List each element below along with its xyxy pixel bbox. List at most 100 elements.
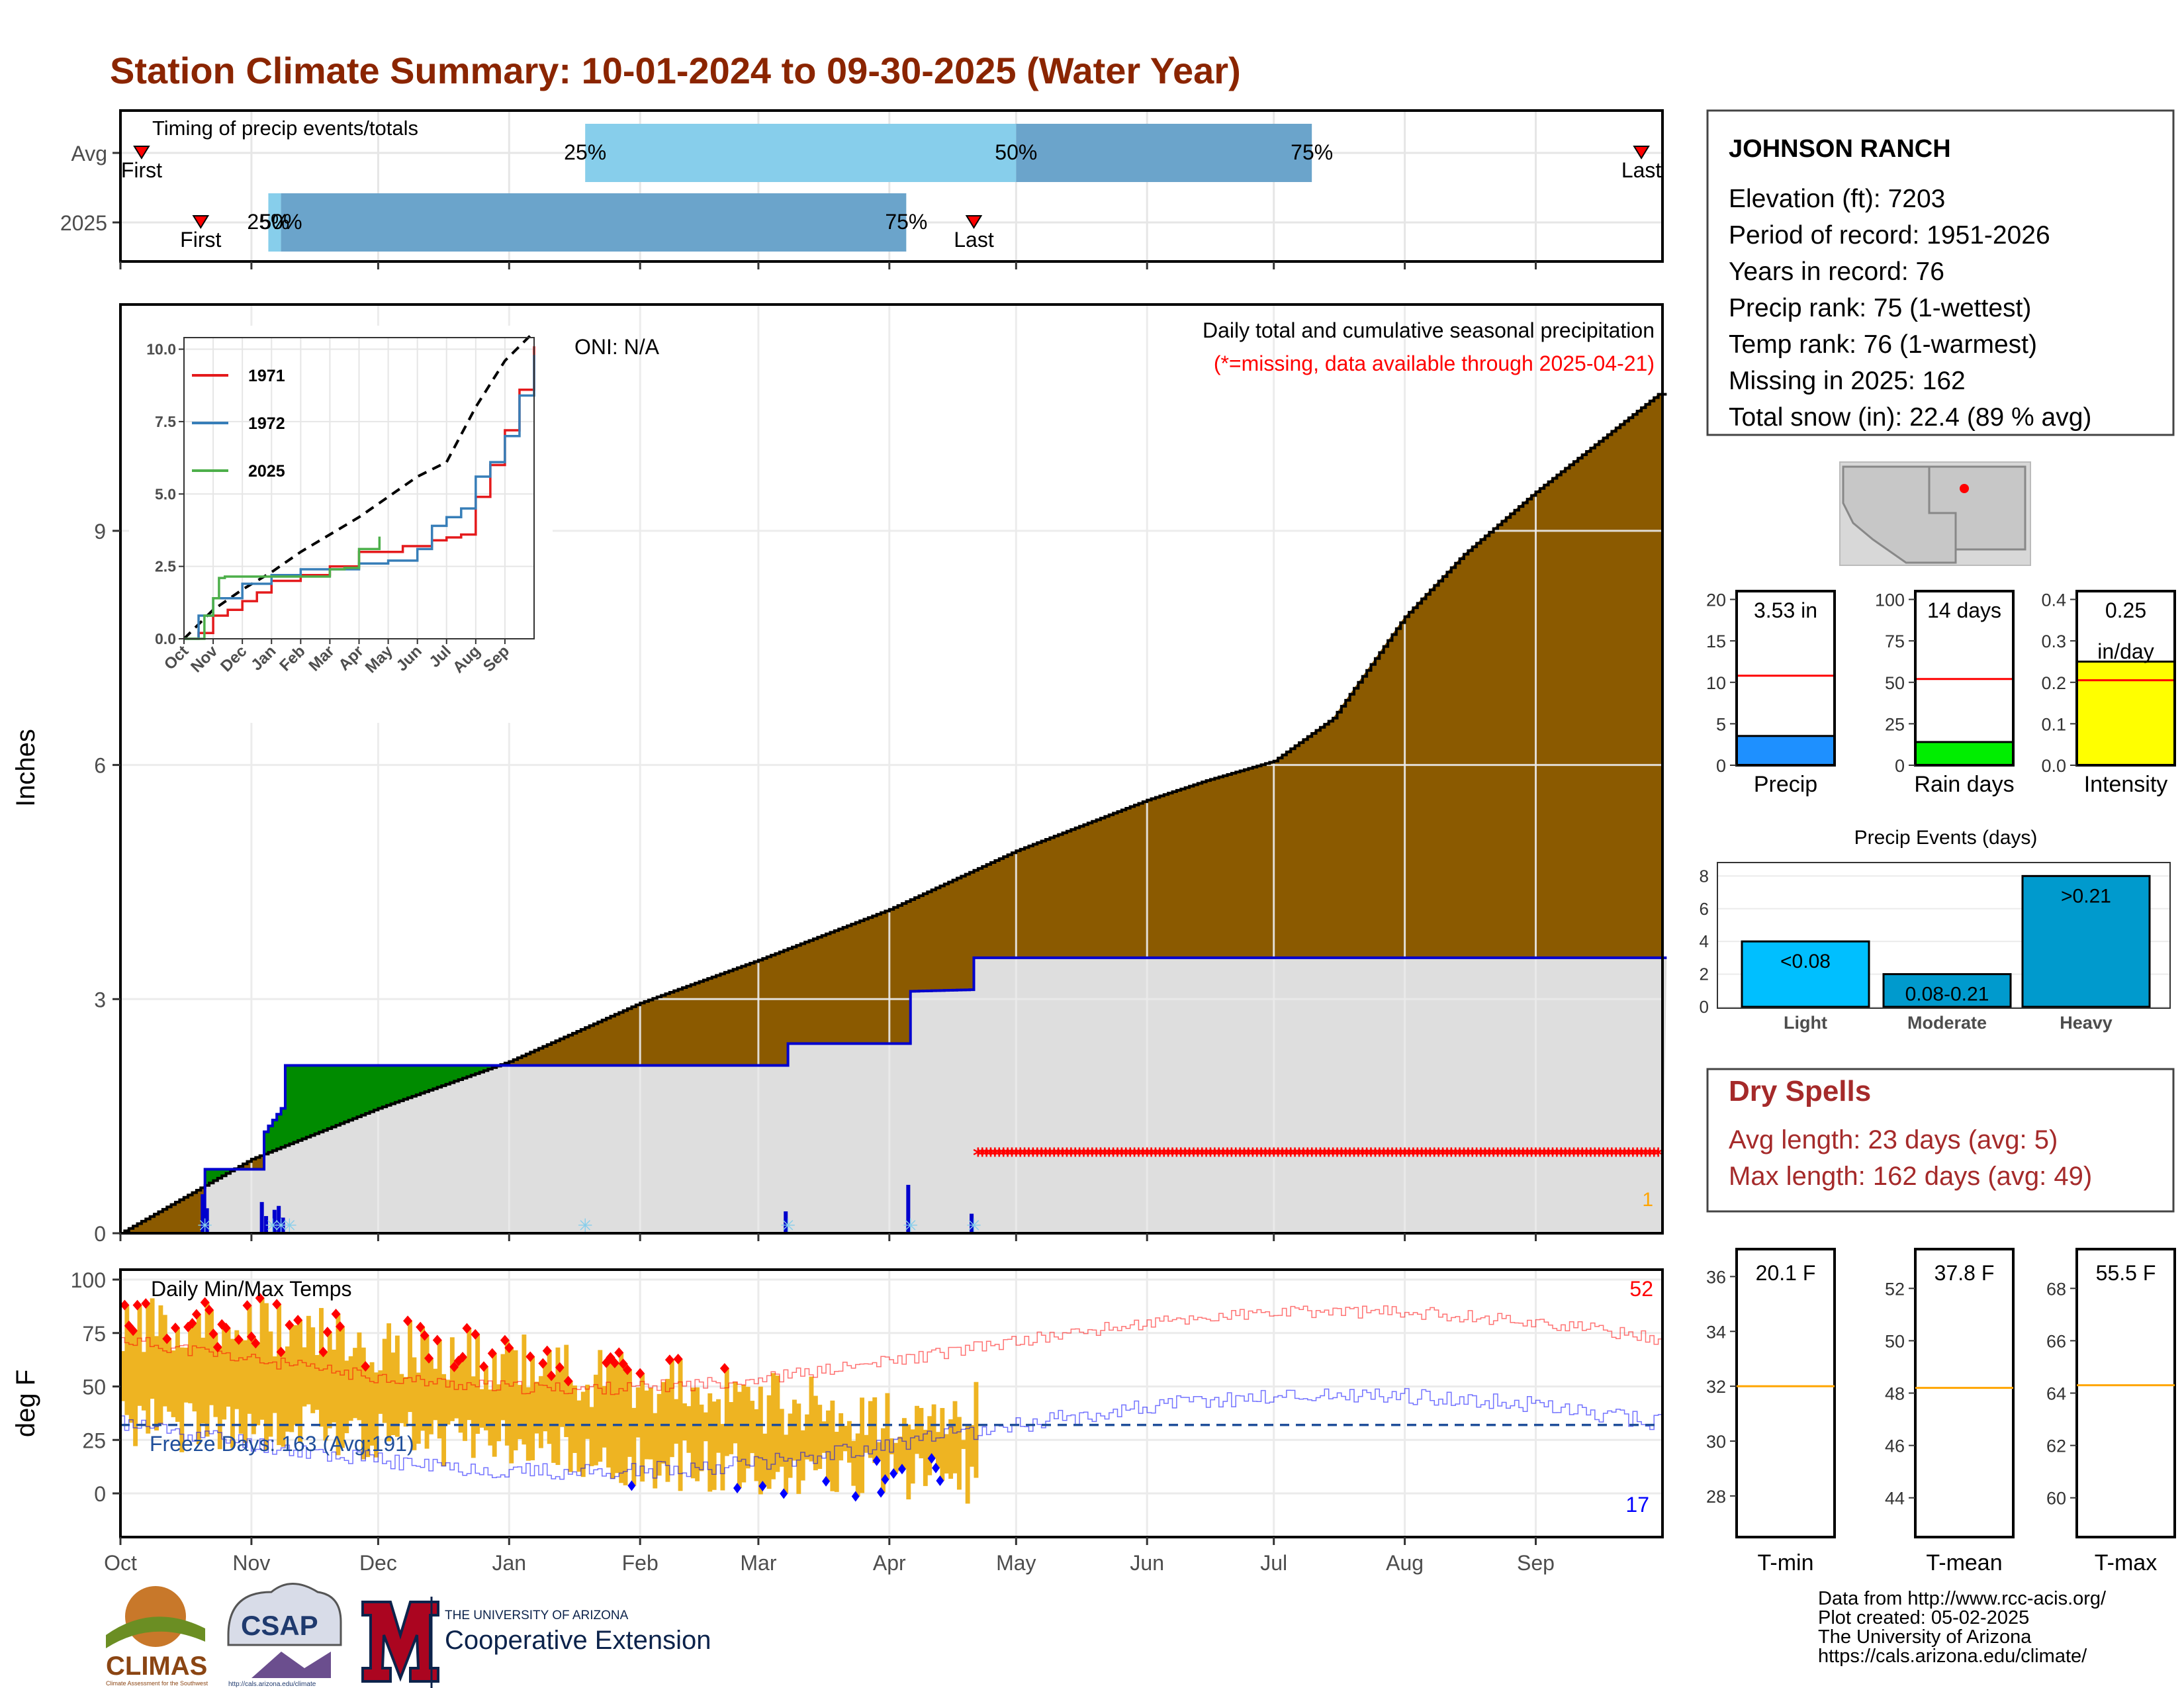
daily-temp-bar xyxy=(792,1399,797,1461)
missing-marker: * xyxy=(1611,1145,1621,1168)
summary-box-tick-label: 25 xyxy=(1885,714,1905,734)
missing-marker: * xyxy=(1100,1145,1111,1168)
daily-temp-bar xyxy=(860,1397,865,1493)
missing-marker: * xyxy=(1108,1145,1118,1168)
events-bar-label: >0.21 xyxy=(2061,885,2111,907)
missing-marker: * xyxy=(1552,1145,1563,1168)
daily-temp-bar xyxy=(302,1347,307,1407)
dry-spells-title: Dry Spells xyxy=(1729,1075,1871,1107)
missing-marker: * xyxy=(1627,1145,1638,1168)
missing-marker: * xyxy=(998,1145,1009,1168)
footer-line: https://cals.arizona.edu/climate/ xyxy=(1818,1646,2087,1667)
daily-temp-bar xyxy=(737,1391,742,1488)
daily-temp-bar xyxy=(775,1376,780,1472)
daily-temp-bar xyxy=(158,1305,163,1425)
temp-ytick-label: 0 xyxy=(94,1482,106,1506)
temp-ytick-label: 25 xyxy=(82,1429,106,1452)
timing-p25-label: 25% xyxy=(564,140,606,164)
missing-marker: * xyxy=(1218,1145,1228,1168)
daily-temp-bar xyxy=(821,1421,827,1453)
daily-temp-bar xyxy=(488,1389,493,1446)
record-low-marker xyxy=(936,1475,944,1486)
record-high-marker xyxy=(478,1361,488,1372)
record-high-marker xyxy=(162,1333,172,1344)
missing-marker: * xyxy=(1011,1145,1021,1168)
temp-panel-title: Daily Min/Max Temps xyxy=(151,1277,351,1301)
daily-precip-bar xyxy=(201,1194,205,1233)
missing-marker: * xyxy=(1442,1145,1453,1168)
missing-marker: * xyxy=(1260,1145,1271,1168)
temp-box-border xyxy=(2075,1248,2176,1538)
record-high-marker xyxy=(432,1335,442,1346)
snow-marker: ✳ xyxy=(577,1215,592,1237)
daily-temp-bar xyxy=(872,1397,878,1464)
daily-temp-bar xyxy=(716,1399,721,1453)
daily-temp-bar xyxy=(277,1304,282,1446)
ua-logo-top-text: THE UNIVERSITY OF ARIZONA xyxy=(445,1609,629,1622)
summary-box-tick-label: 0.4 xyxy=(2041,590,2066,610)
daily-temp-bar xyxy=(944,1434,949,1474)
missing-marker: * xyxy=(1201,1145,1212,1168)
daily-temp-bar xyxy=(504,1340,510,1446)
daily-temp-bar xyxy=(864,1434,869,1453)
missing-marker: * xyxy=(1429,1145,1439,1168)
month-tick-label: Feb xyxy=(622,1551,659,1575)
temperature-panel: Daily Min/Max Temps Freeze Days: 163 (Avg… xyxy=(11,1268,1664,1575)
summary-box-label: Rain days xyxy=(1914,772,2014,797)
events-category-label: Moderate xyxy=(1907,1013,1987,1033)
record-high-marker xyxy=(322,1327,332,1338)
temp-box-label: T-mean xyxy=(1926,1550,2002,1575)
main-ytick-label: 9 xyxy=(94,520,106,543)
daily-temp-bar xyxy=(171,1350,176,1417)
missing-marker: * xyxy=(1539,1145,1549,1168)
daily-temp-bar xyxy=(551,1376,557,1463)
oni-label: ONI: N/A xyxy=(574,335,660,359)
missing-marker: * xyxy=(1015,1145,1026,1168)
record-low-marker xyxy=(897,1464,906,1475)
missing-marker: * xyxy=(1484,1145,1494,1168)
daily-temp-bar xyxy=(259,1298,265,1420)
daily-temp-bar xyxy=(479,1389,484,1428)
daily-temp-bar xyxy=(500,1354,506,1421)
daily-temp-bar xyxy=(940,1408,945,1481)
daily-temp-bar xyxy=(382,1338,387,1423)
temp-box-border xyxy=(1914,1248,2015,1538)
record-high-marker xyxy=(610,1357,619,1368)
events-title: Precip Events (days) xyxy=(1854,827,2038,849)
daily-precip-bar xyxy=(272,1209,277,1233)
missing-marker: * xyxy=(1256,1145,1267,1168)
daily-temp-bar xyxy=(314,1354,320,1410)
daily-temp-bar xyxy=(525,1387,531,1461)
missing-marker: * xyxy=(1404,1145,1414,1168)
record-high-marker xyxy=(212,1342,222,1353)
missing-marker: * xyxy=(1175,1145,1186,1168)
daily-temp-bar xyxy=(327,1332,332,1429)
missing-marker: * xyxy=(1421,1145,1432,1168)
daily-temp-bar xyxy=(128,1325,134,1423)
missing-marker: * xyxy=(1146,1145,1157,1168)
missing-marker: * xyxy=(1306,1145,1317,1168)
summary-box-tick-label: 10 xyxy=(1706,673,1726,693)
daily-temp-bar xyxy=(120,1351,125,1401)
temp-ytick-label: 50 xyxy=(82,1376,106,1399)
record-high-marker xyxy=(276,1346,286,1358)
summary-box-border xyxy=(1914,590,2015,767)
missing-marker: * xyxy=(1535,1145,1545,1168)
daily-temp-bar xyxy=(724,1368,729,1456)
events-bar xyxy=(1882,973,2012,1008)
record-high-marker xyxy=(420,1330,430,1341)
summary-box-tick-label: 0.0 xyxy=(2041,756,2066,776)
csap-logo-text: CSAP xyxy=(241,1610,318,1641)
temp-box-border xyxy=(1735,1248,1836,1538)
daily-precip-bar xyxy=(281,1217,285,1233)
daily-temp-bar xyxy=(885,1393,890,1480)
record-high-marker xyxy=(449,1361,459,1372)
daily-temp-bar xyxy=(711,1401,717,1490)
missing-marker: * xyxy=(1129,1145,1140,1168)
missing-marker: * xyxy=(1556,1145,1567,1168)
daily-temp-bar xyxy=(614,1362,619,1474)
summary-box-fill xyxy=(2075,660,2176,767)
temp-ylabel: deg F xyxy=(11,1370,40,1437)
missing-marker: * xyxy=(1104,1145,1115,1168)
